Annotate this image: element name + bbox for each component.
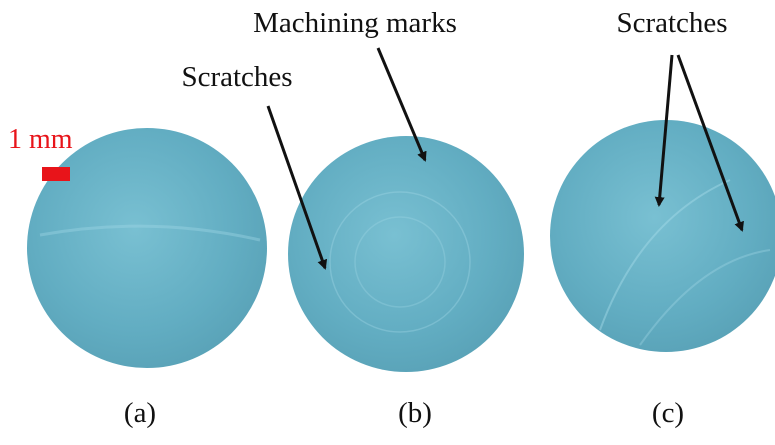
panel-label: (c): [652, 397, 684, 429]
annotation: Scratches: [616, 7, 727, 39]
panel-c: Scratches (c): [550, 7, 775, 429]
scale-label: 1 mm: [8, 124, 73, 155]
panel-label: (a): [124, 397, 156, 429]
sample-disc: [27, 128, 267, 368]
annotation: Scratches: [181, 61, 292, 93]
panel-label: (b): [398, 397, 432, 429]
sample-disc: [288, 136, 524, 372]
panel-a: 1 mm (a): [8, 124, 267, 429]
annotation: Machining marks: [253, 7, 457, 39]
scale-bar: [42, 167, 70, 181]
figure: 1 mm (a) Machining marks Scratches (b) S…: [0, 0, 775, 445]
